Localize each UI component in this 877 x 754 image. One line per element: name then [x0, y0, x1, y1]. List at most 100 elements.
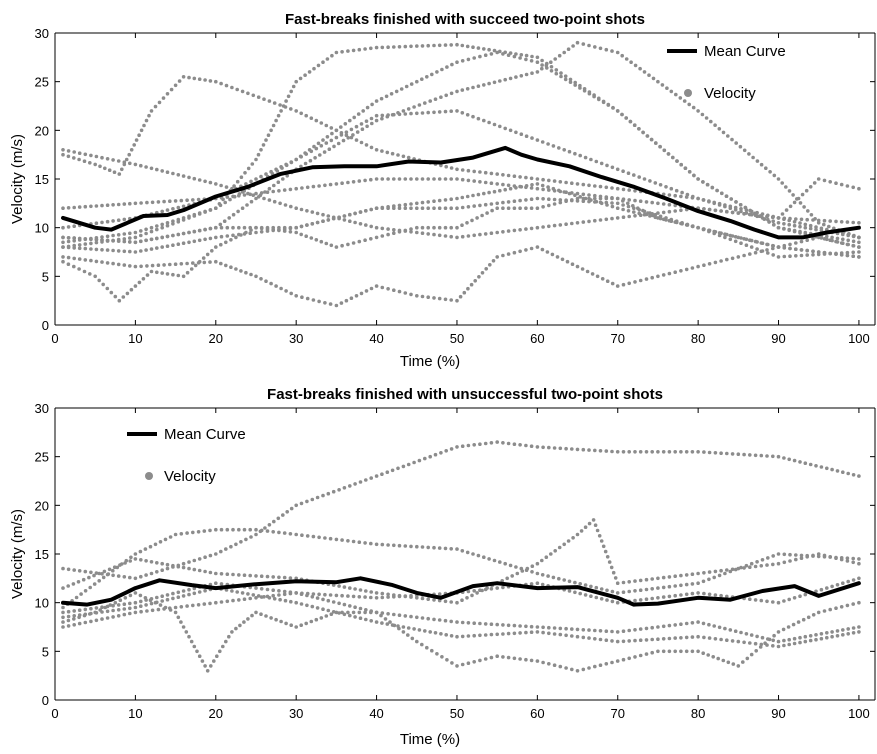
velocity-point — [851, 626, 856, 630]
velocity-point — [803, 222, 808, 227]
velocity-point — [701, 621, 706, 626]
velocity-point — [112, 565, 117, 569]
velocity-point — [455, 620, 459, 624]
velocity-point — [754, 649, 758, 653]
velocity-point — [144, 573, 148, 577]
velocity-point — [100, 248, 104, 252]
velocity-point — [197, 178, 202, 182]
velocity-point — [803, 225, 808, 230]
velocity-point — [825, 234, 829, 239]
velocity-point — [112, 170, 117, 174]
velocity-point — [835, 634, 840, 638]
velocity-point — [776, 255, 781, 259]
velocity-point — [787, 597, 791, 602]
velocity-point — [392, 288, 396, 293]
velocity-point — [535, 60, 540, 64]
velocity-point — [638, 199, 643, 203]
velocity-point — [673, 623, 677, 627]
velocity-point — [739, 209, 743, 214]
velocity-point — [267, 198, 272, 202]
velocity-point — [656, 576, 660, 581]
velocity-point — [311, 592, 316, 596]
velocity-point — [603, 549, 608, 554]
velocity-point — [771, 253, 775, 257]
velocity-point — [165, 221, 170, 225]
velocity-series-7 — [61, 586, 861, 649]
legend-mean-label: Mean Curve — [704, 43, 786, 60]
velocity-point — [845, 250, 850, 255]
velocity-point — [348, 212, 352, 217]
velocity-point — [587, 43, 591, 48]
velocity-point — [289, 204, 293, 209]
velocity-point — [267, 596, 272, 600]
velocity-point — [678, 96, 683, 100]
velocity-point — [495, 622, 500, 627]
velocity-point — [570, 221, 574, 226]
velocity-point — [109, 290, 114, 295]
velocity-point — [369, 207, 374, 212]
velocity-point — [374, 542, 379, 547]
velocity-point — [524, 248, 528, 252]
velocity-point — [380, 116, 384, 121]
velocity-point — [203, 664, 207, 668]
velocity-point — [443, 109, 448, 114]
y-tick-label: 5 — [42, 269, 49, 284]
velocity-point — [100, 605, 104, 609]
velocity-point — [66, 262, 71, 267]
velocity-point — [702, 450, 706, 454]
velocity-point — [409, 111, 413, 116]
velocity-point — [420, 111, 425, 115]
velocity-point — [214, 245, 218, 249]
velocity-point — [231, 527, 235, 532]
velocity-point — [197, 568, 202, 573]
velocity-point — [437, 43, 442, 48]
velocity-point — [77, 267, 81, 271]
velocity-point — [218, 222, 223, 227]
velocity-point — [168, 199, 172, 203]
velocity-point — [713, 593, 718, 597]
velocity-point — [806, 615, 811, 620]
velocity-point — [72, 617, 76, 621]
velocity-point — [162, 199, 166, 204]
velocity-point — [805, 248, 809, 253]
velocity-point — [203, 588, 207, 593]
velocity-point — [321, 597, 325, 602]
velocity-point — [541, 177, 545, 182]
velocity-point — [224, 639, 228, 644]
velocity-point — [283, 203, 288, 207]
velocity-point — [374, 596, 379, 600]
velocity-point — [644, 577, 649, 582]
velocity-point — [632, 123, 637, 127]
velocity-point — [224, 547, 228, 551]
velocity-point — [662, 148, 667, 153]
velocity-point — [321, 138, 325, 142]
x-tick-label: 100 — [848, 331, 870, 346]
velocity-point — [143, 547, 148, 551]
velocity-point — [501, 173, 505, 177]
velocity-point — [604, 196, 609, 201]
velocity-point — [547, 188, 551, 192]
velocity-point — [420, 177, 425, 181]
velocity-point — [181, 204, 186, 209]
velocity-point — [133, 576, 138, 581]
velocity-point — [782, 552, 787, 557]
velocity-point — [102, 569, 107, 574]
velocity-point — [61, 225, 65, 230]
velocity-point — [798, 635, 802, 640]
velocity-point — [684, 582, 689, 587]
velocity-point — [633, 450, 637, 454]
velocity-point — [648, 211, 652, 215]
velocity-point — [599, 201, 604, 206]
velocity-point — [621, 207, 625, 212]
velocity-point — [323, 592, 327, 597]
velocity-point — [834, 181, 838, 185]
velocity-point — [564, 626, 568, 631]
velocity-point — [246, 592, 250, 596]
velocity-point — [633, 628, 637, 632]
velocity-point — [144, 598, 148, 602]
velocity-point — [303, 161, 308, 166]
velocity-point — [604, 449, 609, 453]
velocity-point — [547, 203, 551, 208]
velocity-point — [111, 203, 115, 207]
